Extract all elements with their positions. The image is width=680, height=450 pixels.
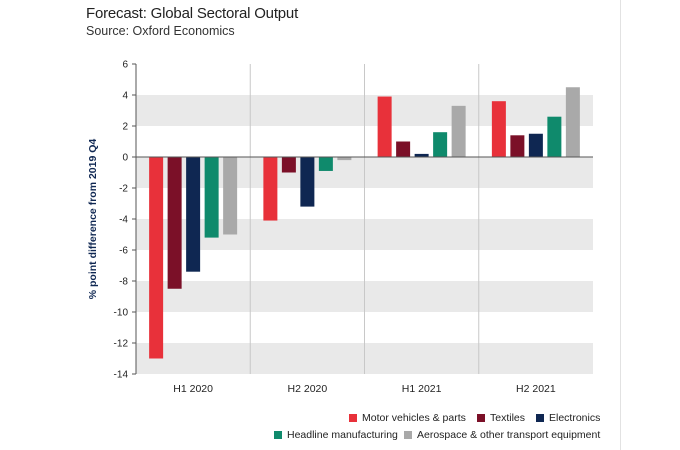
bar	[396, 141, 411, 157]
bar	[337, 157, 352, 161]
y-tick-label: -8	[119, 277, 128, 288]
bar	[510, 135, 525, 157]
y-tick-label: -10	[114, 308, 129, 319]
y-tick-label: -12	[114, 339, 129, 350]
y-axis-title: % point difference from 2019 Q4	[87, 139, 99, 300]
x-tick-label: H2 2021	[516, 383, 556, 395]
legend-swatch	[349, 414, 357, 422]
y-tick-label: -2	[119, 184, 128, 195]
y-tick-label: 2	[122, 122, 128, 133]
bar	[547, 116, 562, 157]
legend-item-aerospace: Aerospace & other transport equipment	[404, 429, 600, 441]
bar	[491, 101, 506, 157]
bar	[565, 87, 580, 157]
legend-swatch	[404, 431, 412, 439]
bar	[433, 132, 448, 157]
y-tick-label: 4	[122, 91, 128, 102]
bar	[263, 157, 278, 221]
legend-item-motor-vehicles: Motor vehicles & parts	[349, 412, 466, 424]
y-tick-label: 0	[122, 153, 128, 164]
bar	[377, 96, 392, 157]
legend-label: Motor vehicles & parts	[362, 412, 466, 424]
bar	[318, 157, 333, 171]
legend-swatch	[477, 414, 485, 422]
bar	[149, 157, 164, 359]
legend-label: Electronics	[549, 412, 601, 424]
x-tick-label: H1 2021	[402, 383, 442, 395]
legend-label: Textiles	[490, 412, 526, 424]
x-tick-label: H2 2020	[288, 383, 328, 395]
bar	[204, 157, 219, 238]
bar	[167, 157, 182, 289]
bar	[414, 153, 429, 157]
chart-source: Source: Oxford Economics	[86, 24, 235, 38]
x-tick-label: H1 2020	[173, 383, 213, 395]
bar	[528, 133, 543, 157]
chart-title: Forecast: Global Sectoral Output	[86, 5, 299, 22]
legend-label: Aerospace & other transport equipment	[417, 429, 601, 441]
y-tick-label: -4	[119, 215, 128, 226]
y-tick-label: -6	[119, 246, 128, 257]
bar	[451, 105, 466, 157]
bar	[281, 157, 296, 173]
y-tick-label: 6	[122, 60, 128, 71]
bar	[300, 157, 315, 207]
legend-swatch	[274, 431, 282, 439]
legend-item-textiles: Textiles	[477, 412, 525, 424]
legend-label: Headline manufacturing	[287, 429, 398, 441]
legend-swatch	[536, 414, 544, 422]
bar	[186, 157, 201, 272]
legend-item-headline-manufacturing: Headline manufacturing	[274, 429, 398, 441]
legend-item-electronics: Electronics	[536, 412, 600, 424]
y-tick-label: -14	[114, 370, 129, 381]
bar	[223, 157, 238, 235]
